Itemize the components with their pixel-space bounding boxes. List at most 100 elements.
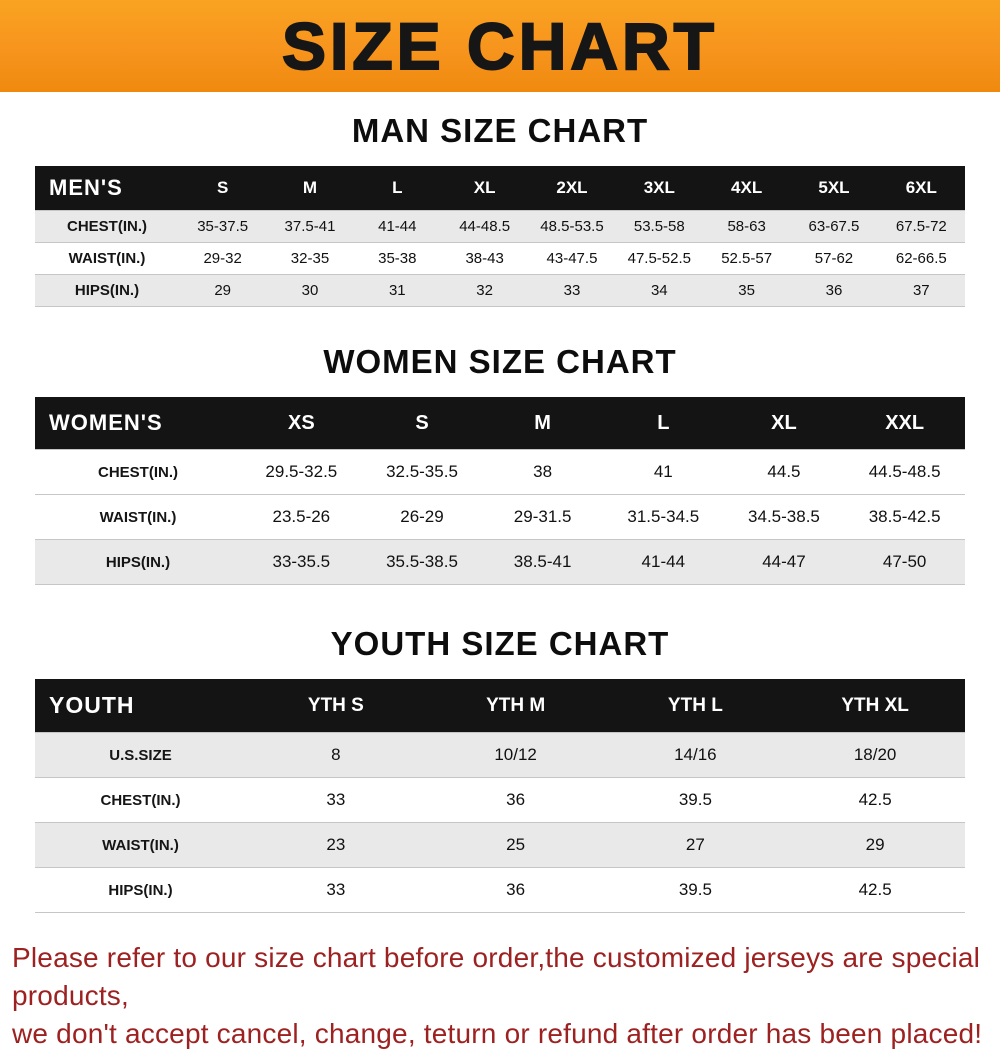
size-column-header: L [602, 397, 724, 450]
size-column-header: 5XL [790, 166, 878, 211]
size-value-cell: 23 [326, 835, 346, 854]
size-value-cell: 38.5-41 [513, 552, 572, 571]
row-label: HIPS(IN.) [105, 553, 171, 571]
table-row: CHEST(IN.) 33 36 39.5 42.5 [35, 777, 965, 823]
size-value-cell: 34 [650, 282, 668, 299]
size-value-cell: 42.5 [858, 880, 892, 899]
size-value-cell: 47-50 [882, 552, 927, 571]
size-column-header: M [482, 397, 603, 450]
table-row: HIPS(IN.) 33-35.5 35.5-38.5 38.5-41 41-44 44-… [35, 539, 965, 585]
size-value-cell: 53.5-58 [633, 218, 685, 235]
size-chart-banner: SIZE CHART [0, 0, 1000, 92]
size-value-cell: 34.5-38.5 [748, 507, 820, 526]
row-label: WAIST(IN.) [99, 508, 177, 526]
row-label: CHEST(IN.) [67, 218, 147, 235]
row-label: HIPS(IN.) [108, 881, 173, 899]
mens-size-table: MEN'S S M L XL 2XL 3XL 4XL 5XL 6XL CHEST(IN.) 35-37… [35, 166, 965, 307]
size-value-cell: 33 [563, 282, 581, 299]
size-column-header: 2XL [528, 166, 616, 211]
size-column-header: XS [241, 397, 362, 450]
size-column-header: XL [440, 166, 529, 211]
size-value-cell: 29-32 [203, 250, 242, 267]
size-value-cell: 36 [506, 790, 526, 809]
row-label: HIPS(IN.) [74, 282, 140, 299]
row-label: CHEST(IN.) [98, 463, 178, 481]
row-label: CHEST(IN.) [100, 791, 181, 809]
size-value-cell: 32 [476, 282, 493, 299]
size-value-cell: 18/20 [853, 745, 897, 764]
size-value-cell: 26-29 [400, 507, 444, 526]
size-value-cell: 10/12 [494, 745, 537, 764]
table-header-row: MEN'S S M L XL 2XL 3XL 4XL 5XL 6XL [35, 166, 965, 211]
size-column-header: 3XL [615, 166, 703, 211]
banner-title: SIZE CHART [281, 8, 718, 84]
size-value-cell: 48.5-53.5 [540, 218, 604, 235]
size-value-cell: 27 [685, 835, 705, 854]
table-title-cell: YOUTH [35, 679, 246, 733]
size-column-header: YTH XL [785, 679, 965, 733]
size-value-cell: 44-47 [762, 552, 806, 571]
table-title-cell: WOMEN'S [35, 397, 241, 450]
size-column-header: YTH M [425, 679, 606, 733]
youth-size-table: YOUTH YTH S YTH M YTH L YTH XL U.S.SIZE 8 10/12… [35, 679, 965, 913]
table-row: WAIST(IN.) 23 25 27 29 [35, 822, 965, 868]
row-label: U.S.SIZE [109, 746, 172, 764]
size-value-cell: 38 [533, 462, 553, 481]
size-value-cell: 44.5-48.5 [868, 462, 941, 481]
size-column-header: 4XL [702, 166, 791, 211]
size-value-cell: 33 [326, 790, 346, 809]
size-value-cell: 52.5-57 [721, 250, 773, 267]
size-value-cell: 41-44 [378, 218, 417, 235]
size-value-cell: 39.5 [678, 790, 712, 809]
size-value-cell: 33 [326, 880, 346, 899]
size-column-header: M [266, 166, 354, 211]
size-value-cell: 29.5-32.5 [265, 462, 338, 481]
table-title-cell: MEN'S [35, 166, 179, 211]
size-value-cell: 57-62 [814, 250, 854, 267]
size-value-cell: 31 [388, 282, 406, 299]
size-value-cell: 63-67.5 [808, 218, 860, 235]
size-column-header: YTH L [605, 679, 786, 733]
size-value-cell: 38.5-42.5 [868, 507, 941, 526]
table-row: HIPS(IN.) 29 30 31 32 33 34 35 36 37 [35, 274, 965, 307]
size-value-cell: 67.5-72 [895, 218, 947, 235]
size-column-header: YTH S [246, 679, 426, 733]
size-value-cell: 58-63 [727, 218, 766, 235]
size-value-cell: 37 [912, 282, 930, 299]
size-value-cell: 25 [506, 835, 526, 854]
size-value-cell: 35-38 [378, 250, 417, 267]
table-row: CHEST(IN.) 35-37.5 37.5-41 41-44 44-48.5 48.5… [35, 210, 965, 243]
size-value-cell: 35 [738, 282, 755, 299]
size-value-cell: 44.5 [767, 462, 801, 481]
table-row: CHEST(IN.) 29.5-32.5 32.5-35.5 38 41 44.5 44.5… [35, 449, 965, 495]
order-policy-line-1: Please refer to our size chart before or… [12, 942, 981, 1012]
size-column-header: XL [723, 397, 845, 450]
size-column-header: S [179, 166, 267, 211]
size-column-header: XXL [844, 397, 965, 450]
size-column-header: S [361, 397, 483, 450]
size-value-cell: 31.5-34.5 [627, 507, 700, 526]
size-value-cell: 41-44 [641, 552, 686, 571]
size-value-cell: 37.5-41 [284, 218, 336, 235]
size-value-cell: 43-47.5 [546, 250, 598, 267]
size-value-cell: 38-43 [465, 250, 504, 267]
row-label: WAIST(IN.) [68, 250, 146, 267]
size-value-cell: 33-35.5 [272, 552, 331, 571]
size-column-header: 6XL [877, 166, 965, 211]
women-section-heading: WOMEN SIZE CHART [323, 343, 677, 380]
table-header-row: WOMEN'S XS S M L XL XXL [35, 397, 965, 450]
men-section-heading: MAN SIZE CHART [351, 112, 649, 149]
order-policy-line-2: we don't accept cancel, change, teturn o… [12, 1018, 983, 1050]
table-row: WAIST(IN.) 29-32 32-35 35-38 38-43 43-47.5 47.… [35, 242, 965, 275]
size-value-cell: 29 [865, 835, 885, 854]
size-value-cell: 42.5 [858, 790, 892, 809]
size-value-cell: 30 [301, 282, 319, 299]
table-header-row: YOUTH YTH S YTH M YTH L YTH XL [35, 679, 965, 733]
size-value-cell: 32-35 [290, 250, 330, 267]
size-value-cell: 41 [653, 462, 673, 481]
order-policy-note: Please refer to our size chart before or… [0, 939, 1000, 1053]
size-value-cell: 36 [506, 880, 526, 899]
size-value-cell: 35-37.5 [197, 218, 249, 235]
size-value-cell: 32.5-35.5 [386, 462, 458, 481]
row-label: WAIST(IN.) [102, 836, 179, 854]
